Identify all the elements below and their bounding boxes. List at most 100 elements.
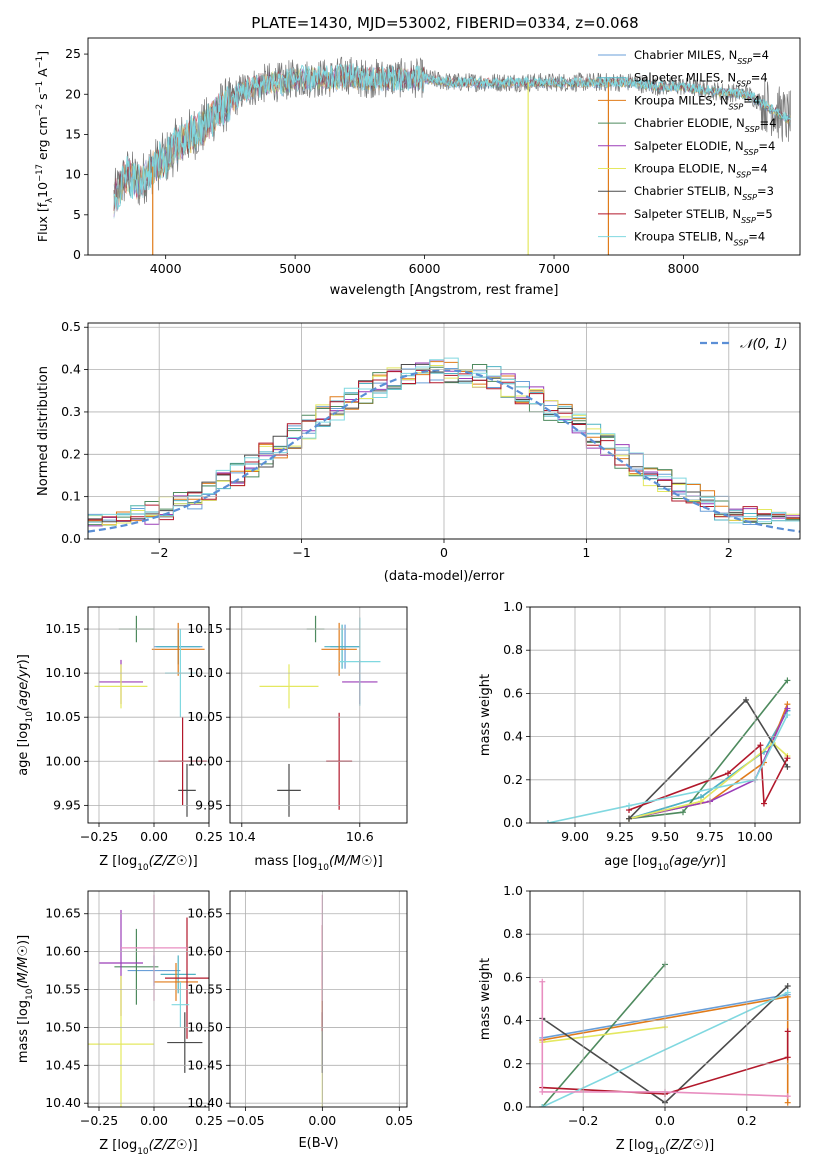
- y-tick-label: 0.3: [61, 404, 81, 419]
- x-tick-label: 7000: [538, 261, 570, 276]
- y-tick-label: 20: [65, 86, 81, 101]
- x-tick-label: 9.75: [696, 829, 724, 844]
- x-tick-label: −2: [150, 545, 168, 560]
- plot-area: [259, 615, 381, 817]
- legend-label: Kroupa ELODIE, NSSP=4: [634, 162, 768, 180]
- plot-area: [113, 56, 792, 255]
- axes-frame: [229, 606, 408, 824]
- y-axis-label: mass weight: [478, 958, 493, 1040]
- x-axis-label: age [log10(age/yr)]: [604, 854, 726, 873]
- x-tick-label: 5000: [279, 261, 311, 276]
- series-line: [541, 981, 788, 1097]
- chart-spectrum: 4000 5000 6000 7000 8000 0 5 10 15 20 25 Chabrier M…: [35, 37, 801, 298]
- y-tick-label: 10.65: [45, 906, 81, 921]
- x-tick-label: 10.00: [737, 829, 773, 844]
- y-tick-label: 0.4: [61, 362, 81, 377]
- series-line: [547, 714, 789, 823]
- legend-label: 𝒩(0, 1): [740, 337, 787, 352]
- x-axis-label: mass [log10(M/M☉)]: [254, 854, 382, 873]
- y-axis-label: age [log10(age/yr)]: [16, 654, 35, 776]
- y-tick-label: 0.1: [61, 489, 81, 504]
- y-tick-label: 0: [73, 247, 81, 262]
- y-tick-label: 10.05: [187, 709, 223, 724]
- x-tick-label: −0.25: [80, 829, 118, 844]
- axes-frame: [87, 890, 210, 1108]
- series-line: [542, 1031, 789, 1095]
- x-tick-label: 0.25: [195, 1113, 223, 1128]
- x-tick-label: −1: [292, 545, 310, 560]
- y-tick-label: 10.55: [45, 982, 81, 997]
- y-tick-label: 10.45: [187, 1057, 223, 1072]
- y-tick-label: 10.40: [187, 1095, 223, 1110]
- y-tick-label: 10.05: [45, 709, 81, 724]
- y-tick-label: 0.2: [61, 446, 81, 461]
- y-tick-label: 0.8: [503, 926, 523, 941]
- x-axis-label: Z [log10(Z/Z☉)]: [99, 854, 197, 873]
- y-tick-label: 0.0: [61, 531, 81, 546]
- x-tick-label: 6000: [409, 261, 441, 276]
- y-tick-label: 10.10: [45, 665, 81, 680]
- x-tick-label: 0.00: [308, 1113, 336, 1128]
- y-tick-label: 10.65: [187, 906, 223, 921]
- y-tick-label: 10.45: [45, 1057, 81, 1072]
- chart-residual_histogram: −2 −1 0 1 2 0.0 0.1 0.2 0.3 0.4 0.5 𝒩(0, 1) (data-mo…: [36, 319, 801, 584]
- chart-mass_vs_Z: −0.25 0.00 0.25 10.40 10.45 10.50 10.55 10.60 10…: [16, 890, 223, 1157]
- y-tick-label: 10.60: [187, 944, 223, 959]
- y-tick-label: 25: [65, 46, 81, 61]
- y-tick-label: 5: [73, 207, 81, 222]
- x-tick-label: 0.0: [655, 1113, 675, 1128]
- y-tick-label: 10.60: [45, 944, 81, 959]
- y-tick-label: 10.50: [45, 1019, 81, 1034]
- legend-label: Salpeter STELIB, NSSP=5: [634, 207, 773, 225]
- legend-label: Chabrier ELODIE, NSSP=4: [634, 116, 776, 134]
- chart-age_vs_Z: −0.25 0.00 0.25 9.95 10.00 10.05 10.10 10.15 Z […: [16, 606, 223, 873]
- y-axis-label: Normed distribution: [36, 366, 51, 496]
- y-tick-label: 10.15: [187, 621, 223, 636]
- x-tick-label: −0.05: [226, 1113, 264, 1128]
- x-tick-label: 4000: [150, 261, 182, 276]
- y-axis-label: Flux [fλ10−17 erg cm−2 s−1 A−1]: [35, 51, 55, 242]
- x-axis-label: Z [log10(Z/Z☉)]: [616, 1138, 714, 1157]
- axes-frame: [87, 606, 210, 824]
- x-tick-label: 10.6: [346, 829, 374, 844]
- y-tick-label: 1.0: [503, 883, 523, 898]
- chart-mass_weight_vs_Z: −0.2 0.0 0.2 0.0 0.2 0.4 0.6 0.8 1.0 Z [log10(Z/Z…: [478, 883, 801, 1157]
- chart-mass_weight_vs_age: 9.00 9.25 9.50 9.75 10.00 0.0 0.2 0.4 0.6 0.8 1.0 a…: [478, 599, 801, 873]
- x-tick-label: −0.2: [568, 1113, 598, 1128]
- axes-frame: [529, 606, 801, 824]
- x-tick-label: 9.50: [651, 829, 679, 844]
- figure-title: PLATE=1430, MJD=53002, FIBERID=0334, z=0…: [251, 14, 638, 32]
- y-tick-label: 9.95: [53, 797, 81, 812]
- y-tick-label: 0.8: [503, 642, 523, 657]
- axes-frame: [87, 322, 801, 540]
- plot-area: [545, 677, 791, 823]
- x-tick-label: 9.00: [561, 829, 589, 844]
- legend-label: Kroupa STELIB, NSSP=4: [634, 230, 765, 248]
- y-tick-label: 0.0: [503, 1099, 523, 1114]
- x-tick-label: 0.00: [140, 1113, 168, 1128]
- y-tick-label: 9.95: [195, 797, 223, 812]
- axes-frame: [87, 37, 801, 256]
- y-tick-label: 10.10: [187, 665, 223, 680]
- x-tick-label: 0.00: [140, 829, 168, 844]
- x-tick-label: 0: [440, 545, 448, 560]
- x-tick-label: 1: [582, 545, 590, 560]
- legend-label: Salpeter ELODIE, NSSP=4: [634, 139, 775, 157]
- chart-mass_vs_EBV: −0.05 0.00 0.05 10.40 10.45 10.50 10.55 10.60 10…: [187, 890, 413, 1151]
- x-axis-label: wavelength [Angstrom, rest frame]: [330, 283, 559, 298]
- y-tick-label: 0.0: [503, 815, 523, 830]
- x-axis-label: E(B-V): [298, 1136, 338, 1151]
- y-tick-label: 0.2: [503, 772, 523, 787]
- y-tick-label: 15: [65, 126, 81, 141]
- y-tick-label: 0.5: [61, 319, 81, 334]
- series-line: [542, 1026, 666, 1043]
- chart-age_vs_mass: 10.4 10.6 9.95 10.00 10.05 10.10 10.15 mass [lo…: [187, 606, 408, 873]
- y-tick-label: 0.6: [503, 685, 523, 700]
- x-tick-label: 2: [725, 545, 733, 560]
- y-tick-label: 0.2: [503, 1056, 523, 1071]
- y-tick-label: 10.00: [187, 753, 223, 768]
- axes-frame: [529, 890, 801, 1108]
- y-tick-label: 10.40: [45, 1095, 81, 1110]
- model-spectrum-kroupa-stelib: [113, 63, 791, 210]
